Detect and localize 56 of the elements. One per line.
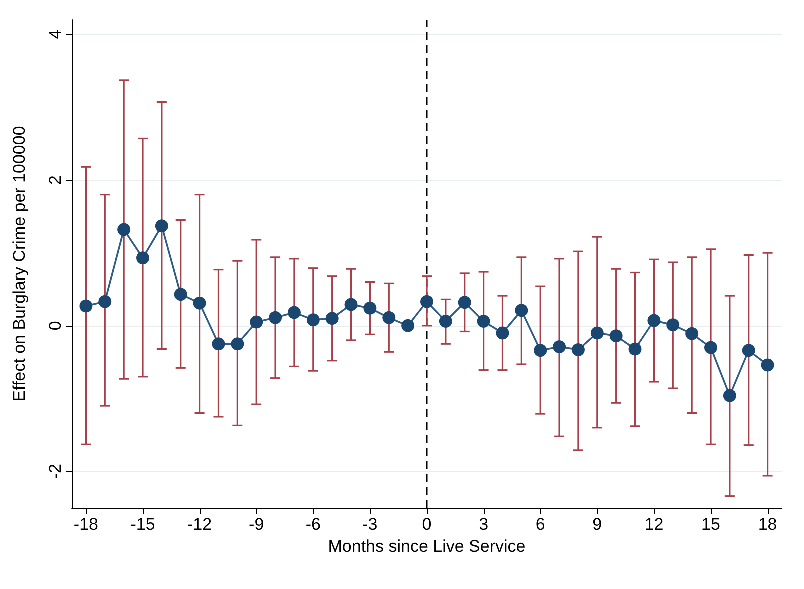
point — [402, 319, 415, 332]
point — [80, 300, 93, 313]
point — [136, 252, 150, 265]
x-tick-label: -3 — [362, 515, 378, 534]
point — [496, 326, 510, 340]
point — [704, 341, 718, 354]
point — [250, 316, 264, 329]
y-axis-title: Effect on Burglary Crime per 100000 — [10, 126, 29, 402]
y-tick-label: 4 — [46, 30, 65, 40]
point — [98, 295, 112, 308]
x-tick-label: -12 — [188, 515, 212, 534]
x-tick-label: 15 — [702, 515, 720, 534]
point — [288, 306, 301, 320]
point — [515, 304, 528, 318]
x-tick-label: 3 — [479, 515, 489, 534]
point — [742, 344, 756, 358]
y-tick-label: 0 — [46, 321, 65, 331]
point — [572, 343, 585, 356]
x-tick-label: -9 — [249, 515, 264, 534]
point — [686, 327, 699, 340]
x-tick-label: 6 — [536, 515, 546, 534]
point — [269, 311, 282, 324]
point — [610, 330, 623, 343]
x-tick-label: -6 — [306, 515, 321, 534]
y-tick-label: 2 — [46, 176, 65, 185]
point — [648, 314, 661, 328]
point — [628, 342, 642, 356]
x-axis-title: Months since Live Service — [328, 536, 526, 556]
x-tick-label: -15 — [130, 515, 156, 534]
point — [193, 296, 206, 310]
point — [326, 312, 339, 326]
x-tick-label: 12 — [644, 515, 664, 534]
point — [761, 358, 774, 372]
x-tick-label: 18 — [758, 515, 778, 534]
x-tick-label: -18 — [74, 515, 98, 534]
point — [458, 296, 472, 310]
point — [420, 295, 434, 308]
point — [666, 318, 680, 332]
point — [439, 315, 452, 328]
point — [155, 220, 168, 233]
point — [118, 223, 131, 236]
point — [477, 315, 490, 328]
point — [553, 340, 566, 354]
point — [723, 389, 736, 402]
point — [212, 338, 226, 351]
point — [231, 338, 244, 351]
x-tick-label: 9 — [592, 515, 602, 534]
y-tick-label: -2 — [46, 464, 65, 480]
point — [344, 298, 358, 312]
point — [306, 314, 320, 327]
x-tick-label: 0 — [422, 515, 432, 534]
point — [382, 311, 396, 324]
point — [534, 344, 548, 358]
point — [590, 326, 604, 340]
point — [174, 288, 188, 302]
point — [364, 302, 377, 315]
